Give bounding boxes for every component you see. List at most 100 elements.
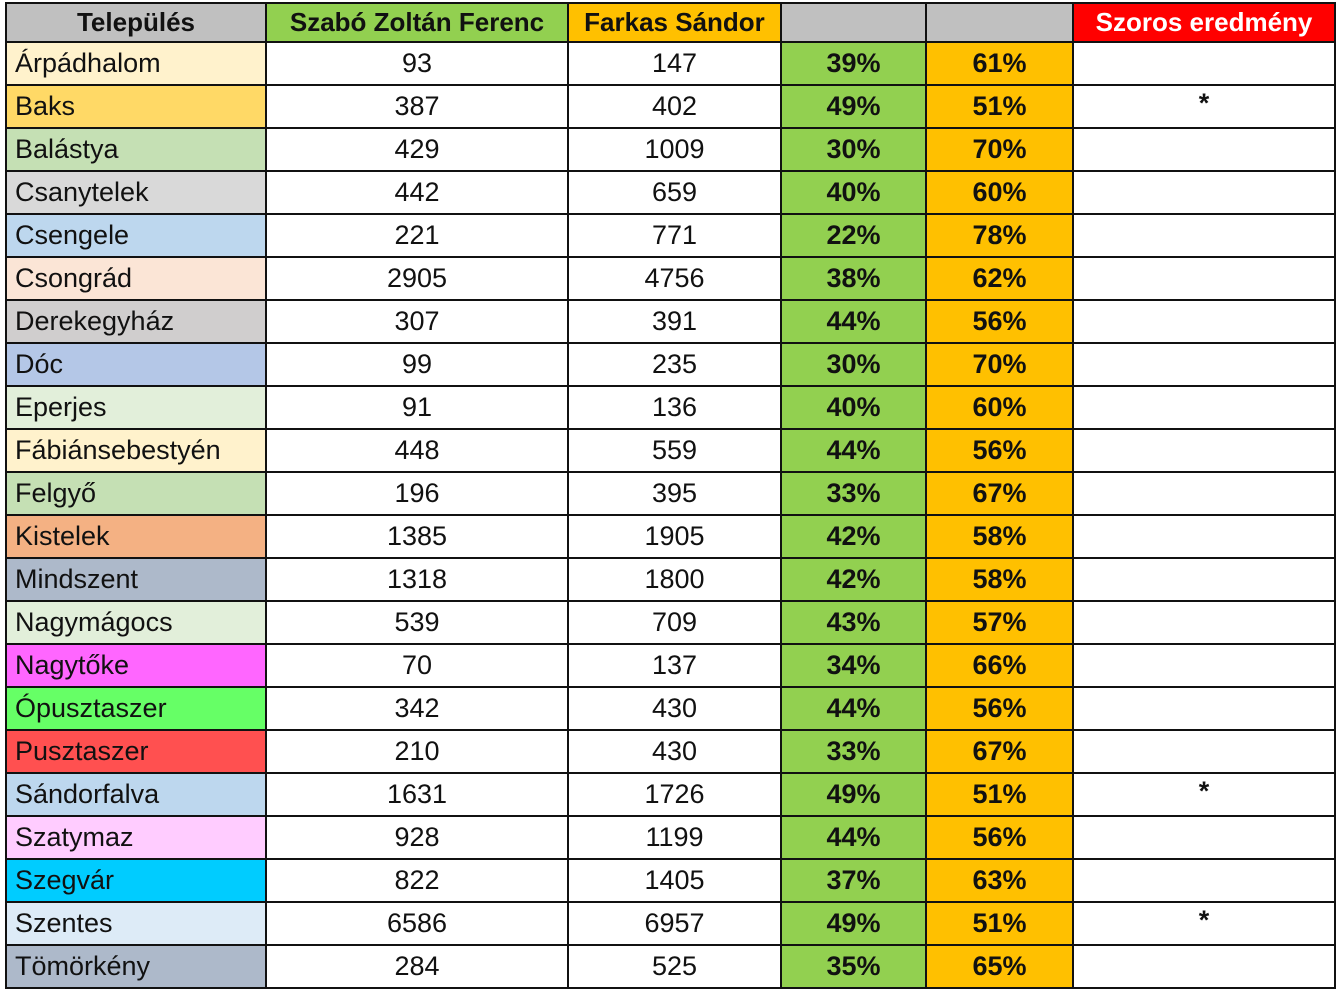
szabo-percent-cell: 42% <box>780 557 927 602</box>
farkas-votes-cell: 391 <box>567 299 782 344</box>
farkas-votes-cell: 147 <box>567 41 782 86</box>
settlement-cell: Baks <box>5 84 267 129</box>
farkas-percent-cell: 70% <box>925 342 1074 387</box>
settlement-cell: Szegvár <box>5 858 267 903</box>
close-result-cell <box>1072 686 1336 731</box>
szabo-votes-cell: 221 <box>265 213 569 258</box>
close-result-cell <box>1072 342 1336 387</box>
close-result-cell: * <box>1072 84 1336 129</box>
header-settlement: Település <box>5 2 267 43</box>
szabo-votes-cell: 307 <box>265 299 569 344</box>
close-result-cell <box>1072 858 1336 903</box>
farkas-votes-cell: 771 <box>567 213 782 258</box>
settlement-cell: Nagytőke <box>5 643 267 688</box>
szabo-percent-cell: 42% <box>780 514 927 559</box>
farkas-votes-cell: 136 <box>567 385 782 430</box>
farkas-votes-cell: 659 <box>567 170 782 215</box>
farkas-percent-cell: 58% <box>925 557 1074 602</box>
header-szabo-pct <box>780 2 927 43</box>
table-row: Árpádhalom 93 147 39% 61% <box>5 41 1336 86</box>
farkas-percent-cell: 61% <box>925 41 1074 86</box>
szabo-percent-cell: 44% <box>780 815 927 860</box>
farkas-votes-cell: 1905 <box>567 514 782 559</box>
farkas-votes-cell: 1199 <box>567 815 782 860</box>
settlement-cell: Szentes <box>5 901 267 946</box>
farkas-votes-cell: 1726 <box>567 772 782 817</box>
table-row: Nagytőke 70 137 34% 66% <box>5 643 1336 688</box>
table-row: Pusztaszer 210 430 33% 67% <box>5 729 1336 774</box>
settlement-cell: Nagymágocs <box>5 600 267 645</box>
close-result-cell <box>1072 600 1336 645</box>
close-result-cell <box>1072 514 1336 559</box>
szabo-percent-cell: 43% <box>780 600 927 645</box>
close-result-cell <box>1072 256 1336 301</box>
table-row: Sándorfalva 1631 1726 49% 51% * <box>5 772 1336 817</box>
farkas-votes-cell: 559 <box>567 428 782 473</box>
settlement-cell: Mindszent <box>5 557 267 602</box>
farkas-percent-cell: 56% <box>925 428 1074 473</box>
settlement-cell: Derekegyház <box>5 299 267 344</box>
close-result-cell <box>1072 729 1336 774</box>
table-row: Baks 387 402 49% 51% * <box>5 84 1336 129</box>
farkas-votes-cell: 402 <box>567 84 782 129</box>
szabo-percent-cell: 30% <box>780 342 927 387</box>
header-farkas: Farkas Sándor <box>567 2 782 43</box>
settlement-cell: Eperjes <box>5 385 267 430</box>
settlement-cell: Fábiánsebestyén <box>5 428 267 473</box>
farkas-votes-cell: 1009 <box>567 127 782 172</box>
close-result-cell: * <box>1072 772 1336 817</box>
settlement-cell: Sándorfalva <box>5 772 267 817</box>
szabo-votes-cell: 442 <box>265 170 569 215</box>
farkas-percent-cell: 67% <box>925 471 1074 516</box>
close-result-cell <box>1072 944 1336 989</box>
szabo-votes-cell: 2905 <box>265 256 569 301</box>
table-row: Fábiánsebestyén 448 559 44% 56% <box>5 428 1336 473</box>
close-result-cell <box>1072 213 1336 258</box>
table-row: Tömörkény 284 525 35% 65% <box>5 944 1336 989</box>
szabo-percent-cell: 40% <box>780 385 927 430</box>
szabo-percent-cell: 44% <box>780 299 927 344</box>
szabo-percent-cell: 44% <box>780 428 927 473</box>
farkas-percent-cell: 56% <box>925 299 1074 344</box>
table-row: Szatymaz 928 1199 44% 56% <box>5 815 1336 860</box>
header-close: Szoros eredmény <box>1072 2 1336 43</box>
settlement-cell: Pusztaszer <box>5 729 267 774</box>
farkas-votes-cell: 4756 <box>567 256 782 301</box>
farkas-percent-cell: 65% <box>925 944 1074 989</box>
close-result-cell <box>1072 815 1336 860</box>
close-result-cell <box>1072 299 1336 344</box>
szabo-percent-cell: 49% <box>780 84 927 129</box>
close-result-cell <box>1072 643 1336 688</box>
szabo-votes-cell: 99 <box>265 342 569 387</box>
close-result-cell: * <box>1072 901 1336 946</box>
szabo-votes-cell: 1385 <box>265 514 569 559</box>
farkas-percent-cell: 66% <box>925 643 1074 688</box>
farkas-percent-cell: 56% <box>925 815 1074 860</box>
close-result-cell <box>1072 127 1336 172</box>
header-farkas-pct <box>925 2 1074 43</box>
farkas-percent-cell: 63% <box>925 858 1074 903</box>
close-result-cell <box>1072 471 1336 516</box>
table-row: Mindszent 1318 1800 42% 58% <box>5 557 1336 602</box>
szabo-votes-cell: 429 <box>265 127 569 172</box>
close-result-cell <box>1072 170 1336 215</box>
farkas-votes-cell: 709 <box>567 600 782 645</box>
farkas-votes-cell: 430 <box>567 686 782 731</box>
farkas-percent-cell: 51% <box>925 84 1074 129</box>
settlement-cell: Balástya <box>5 127 267 172</box>
farkas-percent-cell: 70% <box>925 127 1074 172</box>
farkas-votes-cell: 430 <box>567 729 782 774</box>
szabo-votes-cell: 70 <box>265 643 569 688</box>
close-result-cell <box>1072 385 1336 430</box>
szabo-percent-cell: 38% <box>780 256 927 301</box>
szabo-percent-cell: 33% <box>780 471 927 516</box>
farkas-percent-cell: 62% <box>925 256 1074 301</box>
results-table: Település Szabó Zoltán Ferenc Farkas Sán… <box>5 2 1336 989</box>
szabo-percent-cell: 22% <box>780 213 927 258</box>
farkas-percent-cell: 51% <box>925 772 1074 817</box>
farkas-votes-cell: 6957 <box>567 901 782 946</box>
szabo-votes-cell: 387 <box>265 84 569 129</box>
close-result-cell <box>1072 428 1336 473</box>
settlement-cell: Kistelek <box>5 514 267 559</box>
settlement-cell: Szatymaz <box>5 815 267 860</box>
